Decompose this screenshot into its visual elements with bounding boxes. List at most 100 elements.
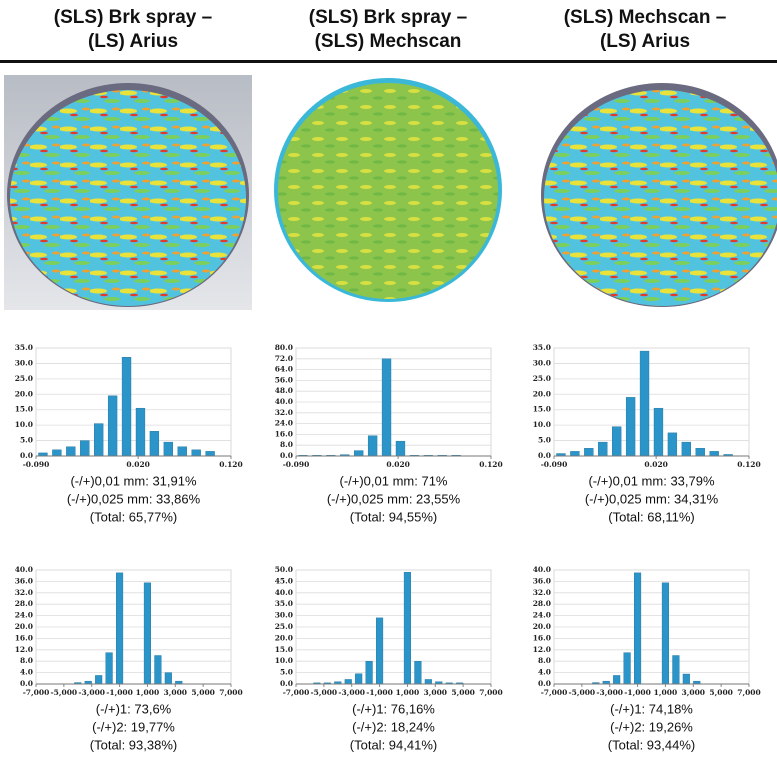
bar [709, 451, 719, 457]
bar [121, 357, 132, 457]
x-tick-label: -0.090 [541, 460, 568, 469]
y-tick-label: 24.0 [15, 611, 33, 620]
histogram: 0.0 5.0 10.0 15.0 20.0 25.0 30.0 35.0 -0.090 0.02… [15, 343, 243, 524]
annotation: (-/+)1: 73,6% [96, 701, 172, 716]
bar [116, 572, 124, 685]
y-tick-label: 32.0 [275, 408, 293, 417]
coin [10, 90, 246, 306]
annotation: (-/+)2: 19,26% [610, 719, 693, 734]
y-tick-label: 25.0 [15, 374, 33, 383]
y-tick-label: 50.0 [275, 565, 293, 574]
bar [94, 423, 104, 457]
annotation: (Total: 94,41%) [350, 737, 437, 752]
bar [149, 431, 160, 457]
plot-area [35, 347, 232, 457]
histogram: 0.0 4.0 8.0 12.0 16.0 20.0 24.0 28.0 32.0 36.0 40.… [15, 565, 243, 752]
bar [661, 582, 669, 685]
y-tick-label: 5.0 [538, 436, 551, 445]
bar [403, 572, 411, 685]
divider [0, 60, 777, 63]
y-tick-label: 12.0 [533, 645, 551, 654]
x-tick-label: 0.020 [386, 460, 410, 469]
bar [163, 441, 173, 457]
bar [612, 426, 622, 457]
coin [278, 83, 498, 299]
y-tick-label: 20.0 [533, 622, 551, 631]
bar [95, 675, 103, 685]
y-tick-label: 24.0 [275, 419, 293, 428]
y-tick-label: 72.0 [275, 354, 293, 363]
x-tick-label: -7,000 [283, 688, 310, 697]
bar [672, 655, 680, 685]
histogram: 0.0 8.0 16.024.0 32.0 40.0 48.0 56.064.0 72.0 80… [275, 343, 503, 524]
x-tick-label: 5,000 [709, 688, 733, 697]
y-tick-label: 24.0 [533, 611, 551, 620]
y-tick-label: 30.0 [15, 358, 33, 367]
x-tick-label: -1,000 [366, 688, 393, 697]
y-tick-label: 10.0 [15, 420, 33, 429]
y-tick-label: 35.0 [275, 599, 293, 608]
y-tick-label: 4.0 [20, 668, 33, 677]
annotation: (-/+)0,025 mm: 34,31% [585, 491, 719, 506]
annotation: (-/+)2: 18,24% [352, 719, 435, 734]
bar [355, 673, 363, 685]
column-title: (SLS) Mechscan – (LS) Arius [520, 6, 770, 54]
annotation: (-/+)1: 76,16% [352, 701, 435, 716]
y-tick-label: 64.0 [275, 365, 293, 374]
annotation: (Total: 94,55%) [350, 509, 437, 524]
annotation: (-/+)1: 74,18% [610, 701, 693, 716]
x-tick-label: 3,000 [424, 688, 448, 697]
bar [66, 446, 76, 457]
y-tick-label: 15.0 [275, 645, 293, 654]
bar [667, 432, 678, 457]
y-tick-label: 40.0 [15, 565, 33, 574]
bar [105, 652, 113, 685]
bar [344, 679, 352, 685]
x-tick-label: -1,000 [106, 688, 133, 697]
x-tick-label: 1,000 [654, 688, 678, 697]
annotation: (-/+)0,01 mm: 31,91% [70, 473, 197, 488]
y-tick-label: 20.0 [533, 389, 551, 398]
x-tick-label: -1,000 [624, 688, 651, 697]
title-line: (LS) Arius [87, 31, 179, 52]
x-tick-label: 7,000 [219, 688, 243, 697]
y-tick-label: 36.0 [533, 576, 551, 585]
x-tick-label: 7,000 [737, 688, 761, 697]
x-tick-label: 5,000 [451, 688, 475, 697]
bar [376, 617, 384, 685]
bar [414, 660, 422, 685]
x-tick-label: 5,000 [191, 688, 215, 697]
y-tick-label: 80.0 [275, 343, 293, 352]
x-tick-label: -3,000 [338, 688, 365, 697]
title-line: (SLS) Mechscan [314, 31, 462, 52]
column-title: (SLS) Brk spray – (SLS) Mechscan [263, 6, 513, 54]
bar [584, 448, 594, 457]
y-tick-label: 0.0 [280, 679, 293, 688]
y-tick-label: 30.0 [533, 358, 551, 367]
x-tick-label: 3,000 [682, 688, 706, 697]
x-tick-label: 0.120 [737, 460, 761, 469]
title-line: (LS) Arius [599, 31, 691, 52]
y-tick-label: 30.0 [275, 611, 293, 620]
x-tick-label: 1,000 [136, 688, 160, 697]
bar [354, 450, 364, 457]
title-line: (SLS) Brk spray – [308, 7, 468, 28]
plot-area [553, 347, 750, 457]
y-tick-label: 16.0 [275, 429, 293, 438]
x-tick-label: -0.090 [23, 460, 50, 469]
bar [681, 441, 691, 457]
y-tick-label: 25.0 [275, 622, 293, 631]
y-tick-label: 8.0 [280, 440, 293, 449]
x-tick-label: 7,000 [479, 688, 503, 697]
y-tick-label: 56.0 [275, 375, 293, 384]
y-tick-label: 20.0 [15, 389, 33, 398]
bar [80, 440, 90, 457]
annotation: (Total: 93,44%) [608, 737, 695, 752]
x-tick-label: 0.120 [219, 460, 243, 469]
x-tick-label: 0.120 [479, 460, 503, 469]
y-tick-label: 20.0 [15, 622, 33, 631]
coin-images [4, 75, 777, 310]
y-tick-label: 0.0 [538, 451, 551, 460]
histogram: 0.0 5.0 10.0 15.0 20.0 25.0 30.0 35.0 40.0 45.0 50… [275, 565, 503, 752]
